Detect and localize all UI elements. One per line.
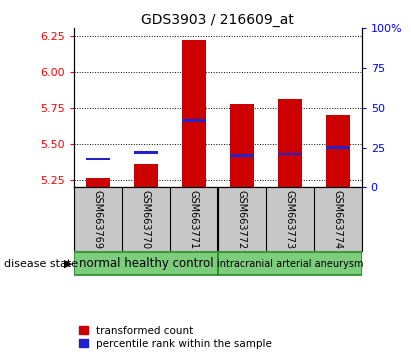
Bar: [134, 151, 158, 154]
Text: ▶: ▶: [64, 259, 72, 269]
Text: GSM663773: GSM663773: [285, 190, 295, 249]
Bar: [230, 104, 254, 188]
Bar: [326, 146, 350, 149]
Bar: [326, 115, 350, 188]
Text: GSM663770: GSM663770: [141, 190, 151, 249]
Bar: [278, 99, 302, 188]
Text: normal healthy control: normal healthy control: [79, 257, 213, 270]
Text: GSM663769: GSM663769: [93, 190, 103, 249]
Bar: [134, 164, 158, 188]
Bar: [218, 252, 362, 275]
Bar: [182, 119, 206, 122]
Bar: [86, 178, 110, 188]
Bar: [278, 153, 302, 155]
Bar: [86, 158, 110, 160]
Text: GSM663774: GSM663774: [333, 190, 343, 249]
Bar: [182, 40, 206, 188]
Title: GDS3903 / 216609_at: GDS3903 / 216609_at: [141, 13, 294, 27]
Text: disease state: disease state: [4, 259, 78, 269]
Text: intracranial arterial aneurysm: intracranial arterial aneurysm: [217, 259, 363, 269]
Bar: [230, 154, 254, 157]
Text: GSM663772: GSM663772: [237, 190, 247, 249]
Legend: transformed count, percentile rank within the sample: transformed count, percentile rank withi…: [79, 326, 272, 349]
Bar: [74, 252, 218, 275]
Text: GSM663771: GSM663771: [189, 190, 199, 249]
